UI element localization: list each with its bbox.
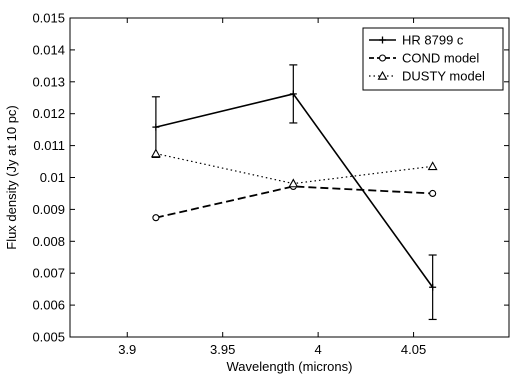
series-dusty-model [150,148,438,188]
data-point [289,90,297,98]
x-tick-label: 3.9 [118,342,136,357]
x-tick-label: 4 [315,342,322,357]
y-tick-label: 0.009 [32,202,65,217]
legend-marker [379,36,386,44]
legend-marker [377,70,388,80]
y-tick-label: 0.013 [32,74,65,89]
data-point [152,214,160,222]
data-point [429,189,437,197]
data-point [288,178,299,188]
x-tick-label: 3.95 [210,342,235,357]
series-layer [150,64,438,321]
series-line-cond-model [155,185,433,219]
data-point [152,123,160,131]
y-axis-title: Flux density (Jy at 10 pc) [4,105,19,250]
y-tick-label: 0.01 [40,170,65,185]
legend-marker [378,54,387,62]
y-tick-label: 0.014 [32,42,65,57]
y-tick-label: 0.007 [32,266,65,281]
series-hr-8799-c [151,64,437,321]
legend-label: DUSTY model [402,69,485,84]
data-point [429,283,437,291]
data-point [427,161,438,171]
y-tick-labels: 0.005 0.006 0.007 0.008 0.009 0.01 0.011 0.012 0… [32,11,65,345]
legend-label: HR 8799 c [402,33,464,48]
legend-entry: DUSTY model [369,69,485,84]
y-tick-label: 0.015 [32,11,65,26]
x-axis-title: Wavelength (microns) [227,359,353,374]
y-tick-label: 0.006 [32,298,65,313]
y-tick-label: 0.012 [32,106,65,121]
y-tick-label: 0.011 [33,138,65,153]
x-tick-labels: 3.9 3.95 4 4.05 [118,342,426,357]
data-point [150,148,161,158]
axis-ticks [70,17,509,338]
legend: HR 8799 c COND model DUSTY model [362,27,504,91]
legend-label: COND model [402,51,479,66]
legend-entry: COND model [369,51,479,66]
y-tick-label: 0.008 [32,234,65,249]
legend-entry: HR 8799 c [369,33,464,48]
x-tick-label: 4.05 [401,342,426,357]
y-tick-label: 0.005 [32,330,65,345]
